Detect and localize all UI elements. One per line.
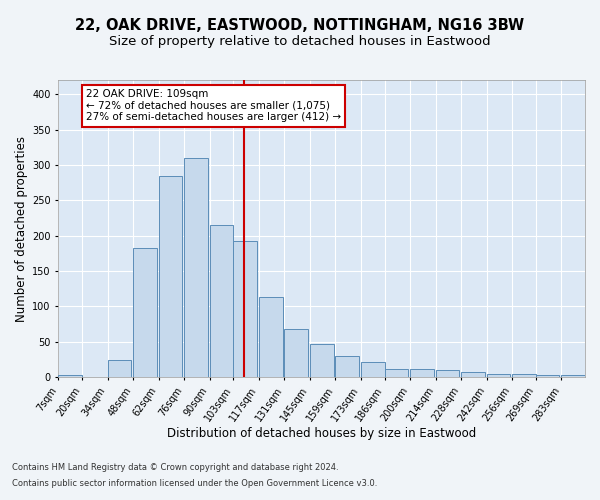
Bar — [233, 242, 257, 377]
Bar — [259, 297, 283, 377]
Bar — [562, 375, 585, 377]
X-axis label: Distribution of detached houses by size in Eastwood: Distribution of detached houses by size … — [167, 427, 476, 440]
Text: 22 OAK DRIVE: 109sqm
← 72% of detached houses are smaller (1,075)
27% of semi-de: 22 OAK DRIVE: 109sqm ← 72% of detached h… — [86, 89, 341, 122]
Bar — [284, 329, 308, 377]
Text: 22, OAK DRIVE, EASTWOOD, NOTTINGHAM, NG16 3BW: 22, OAK DRIVE, EASTWOOD, NOTTINGHAM, NG1… — [76, 18, 524, 32]
Bar — [536, 375, 559, 377]
Text: Contains HM Land Registry data © Crown copyright and database right 2024.: Contains HM Land Registry data © Crown c… — [12, 464, 338, 472]
Bar — [487, 374, 510, 377]
Text: Contains public sector information licensed under the Open Government Licence v3: Contains public sector information licen… — [12, 478, 377, 488]
Bar — [209, 225, 233, 377]
Bar — [361, 362, 385, 377]
Bar — [410, 370, 434, 377]
Bar — [461, 372, 485, 377]
Y-axis label: Number of detached properties: Number of detached properties — [15, 136, 28, 322]
Bar — [158, 176, 182, 377]
Bar — [184, 158, 208, 377]
Bar — [133, 248, 157, 377]
Bar — [436, 370, 459, 377]
Bar — [107, 360, 131, 377]
Bar — [58, 375, 82, 377]
Bar — [385, 368, 408, 377]
Bar — [310, 344, 334, 377]
Bar — [335, 356, 359, 377]
Bar — [512, 374, 536, 377]
Text: Size of property relative to detached houses in Eastwood: Size of property relative to detached ho… — [109, 35, 491, 48]
